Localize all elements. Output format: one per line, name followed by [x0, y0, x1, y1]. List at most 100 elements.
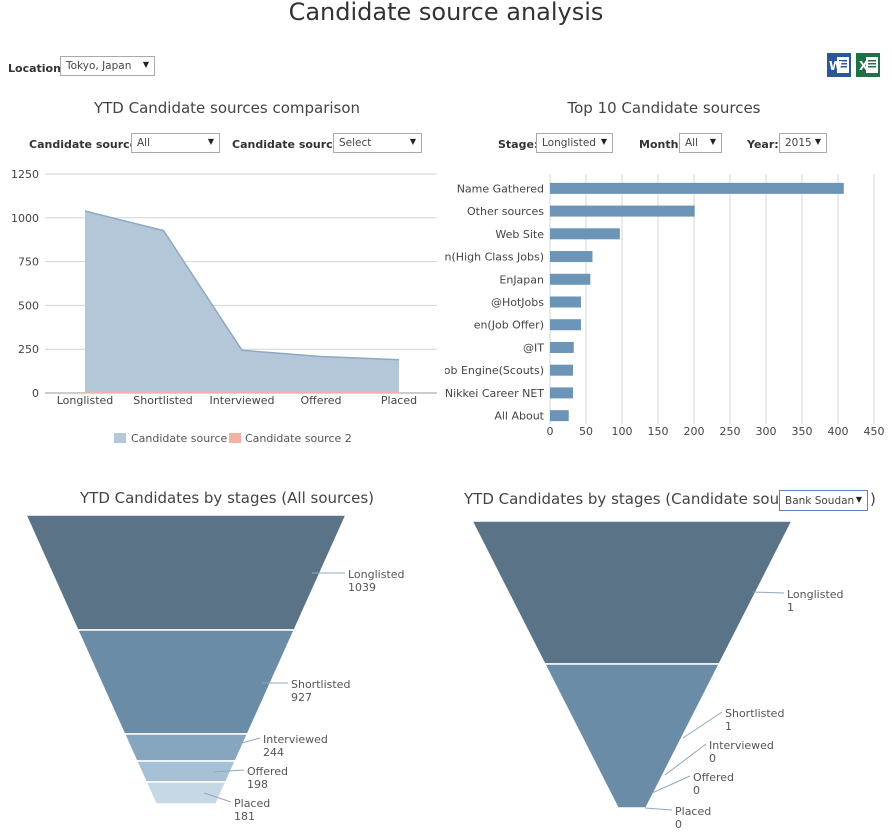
funnel-source-select-value: Bank Soudan — [785, 495, 855, 507]
bar — [550, 410, 569, 422]
funnel-connector — [752, 591, 785, 594]
chevron-down-icon: ▼ — [409, 137, 416, 146]
category-label: en(High Class Jobs) — [445, 251, 544, 264]
funnel-stage-label: Interviewed — [263, 733, 328, 746]
category-label: EnJapan — [499, 273, 544, 286]
funnel-stage-value: 0 — [693, 784, 700, 797]
bar — [550, 205, 695, 217]
area-line-candidate-source-1 — [84, 210, 400, 361]
svg-text:W: W — [829, 59, 842, 73]
funnel-source-chart: Longlisted1Shortlisted1Interviewed0Offer… — [470, 520, 844, 831]
chevron-down-icon: ▼ — [855, 495, 862, 504]
funnel-stage-label: Shortlisted — [725, 707, 784, 720]
x-tick-label: Interviewed — [210, 394, 275, 407]
x-tick-label: Longlisted — [57, 394, 114, 407]
funnel-segment — [76, 629, 296, 735]
x-tick-label: 50 — [579, 425, 593, 438]
month-label: Month — [639, 138, 679, 151]
svg-text:X: X — [859, 59, 869, 73]
funnel-stage-value: 181 — [234, 810, 255, 823]
funnel-segment — [24, 514, 348, 631]
source1-select[interactable]: All ▼ — [131, 133, 220, 153]
y-tick-label: 1000 — [11, 212, 39, 225]
funnel-connector — [203, 792, 232, 803]
top10-title: Top 10 Candidate sources — [567, 99, 761, 117]
comparison-title: YTD Candidate sources comparison — [93, 99, 361, 117]
source2-select[interactable]: Select ▼ — [333, 133, 422, 153]
location-select-value: Tokyo, Japan — [66, 60, 132, 72]
funnel-connector — [664, 743, 707, 776]
y-tick-label: 0 — [32, 387, 39, 400]
x-tick-label: Offered — [300, 394, 341, 407]
source1-label: Candidate source 1 — [29, 138, 149, 151]
legend-label-source-2: Candidate source 2 — [245, 432, 352, 445]
area-chart: 0 250 500 750 1000 1250 Longlisted Shortlisted I… — [11, 168, 437, 445]
funnel-source-title-prefix: YTD Candidates by stages (Candidate sour… — [464, 490, 808, 508]
funnel-source-title: YTD Candidates by stages (Candidate sour… — [464, 490, 807, 508]
y-tick-label: 1250 — [11, 168, 39, 181]
x-tick-label: 200 — [684, 425, 705, 438]
bar-chart: 0 50 100 150 200 250 300 350 400 450 Name Gathered… — [445, 174, 885, 438]
location-select[interactable]: Tokyo, Japan ▼ — [60, 56, 155, 76]
excel-export-button[interactable]: X — [856, 53, 880, 77]
stage-label: Stage: — [498, 138, 539, 151]
funnel-source-select[interactable]: Bank Soudan ▼ — [779, 490, 868, 511]
legend-swatch-source-2 — [229, 433, 241, 443]
bar — [550, 251, 593, 263]
bar — [550, 387, 574, 399]
word-icon: W — [827, 53, 851, 77]
funnel-stage-label: Interviewed — [709, 739, 774, 752]
funnel-stage-label: Placed — [234, 797, 270, 810]
location-label: Location: — [8, 62, 66, 75]
funnel-stage-value: 0 — [709, 752, 716, 765]
source1-select-value: All — [137, 137, 151, 149]
funnel-stage-label: Placed — [675, 805, 711, 818]
year-select-value: 2015 — [785, 137, 812, 149]
bar — [550, 296, 581, 308]
x-tick-label: 450 — [864, 425, 885, 438]
legend-label-source-1: Candidate source 1 — [131, 432, 238, 445]
funnel-stage-label: Longlisted — [348, 568, 405, 581]
category-label: @HotJobs — [491, 296, 544, 309]
category-label: Name Gathered — [457, 182, 544, 195]
chevron-down-icon: ▼ — [814, 137, 821, 146]
excel-icon: X — [856, 53, 880, 77]
area-series-candidate-source-1 — [85, 210, 399, 393]
funnel-stage-label: Longlisted — [787, 588, 844, 601]
funnel-segment — [470, 520, 794, 665]
funnel-stage-value: 1039 — [348, 581, 376, 594]
funnel-all-title: YTD Candidates by stages (All sources) — [80, 489, 374, 507]
x-tick-label: 100 — [612, 425, 633, 438]
month-select[interactable]: All ▼ — [679, 133, 722, 153]
y-tick-label: 750 — [18, 256, 39, 269]
funnel-stage-value: 244 — [263, 746, 284, 759]
category-label: @IT — [523, 341, 544, 354]
word-export-button[interactable]: W — [827, 53, 851, 77]
category-label: All About — [494, 410, 544, 423]
category-label: en(Job Offer) — [474, 319, 544, 332]
month-select-value: All — [685, 137, 699, 149]
stage-select[interactable]: Longlisted ▼ — [536, 133, 613, 153]
y-tick-label: 500 — [18, 299, 39, 312]
funnel-connector — [651, 775, 691, 794]
funnel-stage-label: Shortlisted — [291, 678, 350, 691]
source2-select-value: Select — [339, 137, 372, 149]
funnel-connector — [644, 807, 673, 811]
bar — [550, 182, 844, 194]
x-tick-label: Shortlisted — [133, 394, 192, 407]
chevron-down-icon: ▼ — [207, 137, 214, 146]
page-title: Candidate source analysis — [288, 0, 604, 26]
bar — [550, 364, 574, 376]
x-tick-label: 250 — [720, 425, 741, 438]
funnel-stage-label: Offered — [693, 771, 734, 784]
funnel-stage-label: Offered — [247, 765, 288, 778]
year-select[interactable]: 2015 ▼ — [779, 133, 827, 153]
chevron-down-icon: ▼ — [600, 137, 607, 146]
category-label: Other sources — [467, 205, 544, 218]
legend-swatch-source-1 — [114, 433, 126, 443]
funnel-stage-value: 1 — [725, 720, 732, 733]
category-label: Job Engine(Scouts) — [445, 364, 544, 377]
funnel-stage-value: 0 — [675, 818, 682, 831]
x-tick-label: 0 — [547, 425, 554, 438]
